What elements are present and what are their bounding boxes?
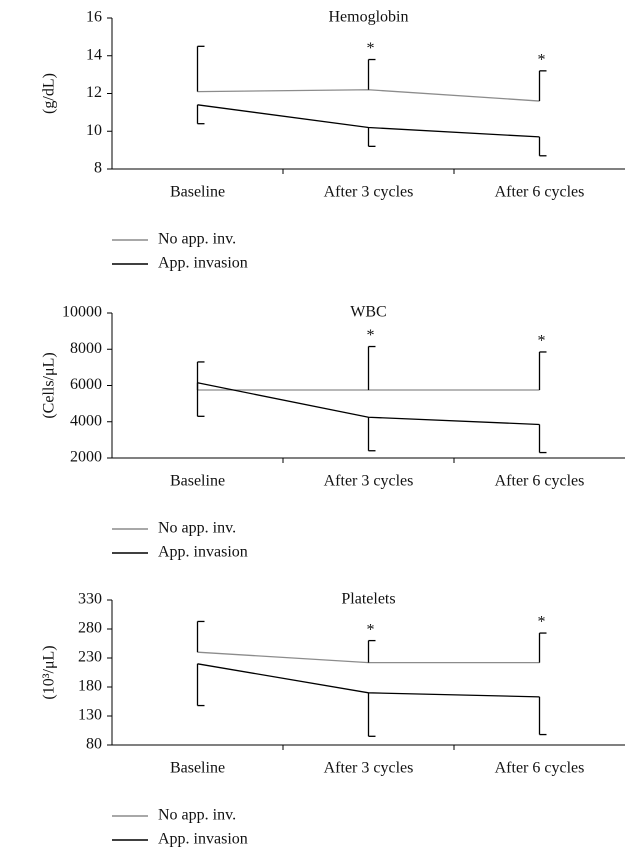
chart-title: Platelets: [341, 591, 395, 608]
legend-label: No app. inv.: [158, 231, 236, 248]
x-tick-label: After 6 cycles: [495, 473, 585, 490]
significance-mark: *: [367, 621, 375, 638]
error-bar: [538, 351, 547, 391]
y-axis-label: (Cells/μL): [41, 352, 58, 418]
significance-mark: *: [367, 40, 375, 57]
y-axis-label: (g/dL): [41, 73, 58, 114]
error-bar: [367, 127, 376, 148]
y-tick-label: 80: [86, 736, 102, 753]
legend-label: App. invasion: [158, 255, 248, 272]
error-bar: [538, 136, 547, 157]
significance-mark: *: [538, 52, 546, 69]
error-bar: [367, 345, 376, 391]
error-bar: [538, 696, 547, 736]
y-tick-label: 180: [78, 678, 102, 695]
chart-title: WBC: [350, 304, 386, 321]
y-tick-label: 10: [86, 122, 102, 139]
legend-label: App. invasion: [158, 544, 248, 561]
error-bar: [367, 692, 376, 737]
y-tick-label: 8: [94, 160, 102, 177]
error-bar: [367, 417, 376, 452]
x-tick-label: Baseline: [170, 760, 225, 777]
series-line: [197, 663, 540, 698]
legend-label: No app. inv.: [158, 520, 236, 537]
y-tick-label: 130: [78, 707, 102, 724]
error-bar: [538, 632, 547, 663]
x-tick-label: After 3 cycles: [324, 184, 414, 201]
significance-mark: *: [538, 333, 546, 350]
y-tick-label: 12: [86, 84, 102, 101]
x-tick-label: After 6 cycles: [495, 760, 585, 777]
chart-title: Hemoglobin: [329, 9, 409, 26]
y-tick-label: 6000: [70, 376, 102, 393]
y-tick-label: 280: [78, 620, 102, 637]
x-tick-label: Baseline: [170, 473, 225, 490]
significance-mark: *: [538, 614, 546, 631]
error-bar: [538, 70, 547, 102]
error-bar: [196, 45, 205, 92]
error-bar: [367, 58, 376, 90]
y-axis-label: (10³/μL): [41, 645, 58, 699]
series-line: [197, 89, 540, 102]
y-tick-label: 230: [78, 649, 102, 666]
legend-label: App. invasion: [158, 831, 248, 848]
error-bar: [538, 424, 547, 454]
error-bar: [196, 104, 205, 125]
error-bar: [196, 620, 205, 653]
error-bar: [367, 639, 376, 663]
y-tick-label: 16: [86, 9, 102, 26]
y-tick-label: 330: [78, 591, 102, 608]
x-tick-label: After 3 cycles: [324, 473, 414, 490]
significance-mark: *: [367, 327, 375, 344]
y-tick-label: 4000: [70, 412, 102, 429]
x-tick-label: After 3 cycles: [324, 760, 414, 777]
legend-label: No app. inv.: [158, 807, 236, 824]
error-bar: [196, 382, 205, 417]
y-tick-label: 10000: [62, 304, 102, 321]
error-bar: [196, 663, 205, 707]
y-tick-label: 8000: [70, 340, 102, 357]
x-tick-label: Baseline: [170, 184, 225, 201]
y-tick-label: 14: [86, 46, 102, 63]
x-tick-label: After 6 cycles: [495, 184, 585, 201]
y-tick-label: 2000: [70, 449, 102, 466]
error-bar: [196, 361, 205, 391]
